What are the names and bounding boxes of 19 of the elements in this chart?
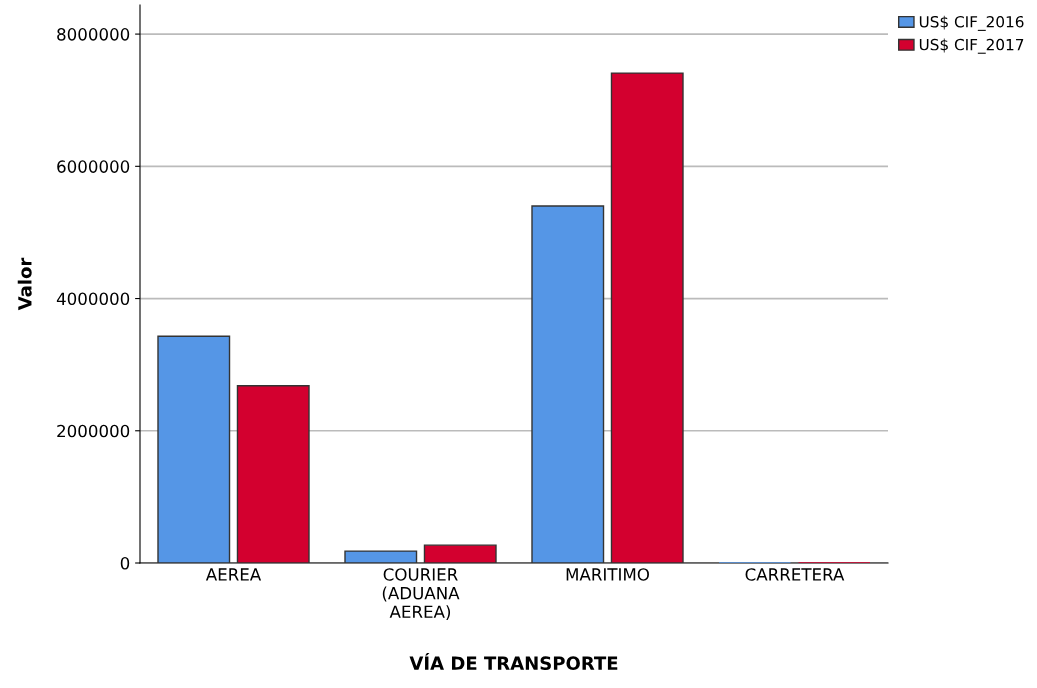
x-tick-label: MARITIMO [566,568,649,581]
x-tick-label: COURIER (ADUANA AEREA) [382,568,460,621]
bar [344,550,418,563]
x-tick-label: CARRETERA [745,568,845,581]
y-tick-label: 2000000 [57,424,130,438]
bar [157,335,231,563]
bar [423,544,497,563]
y-axis-title: Valor [17,257,32,311]
x-tick-label: AEREA [205,568,262,581]
y-tick-label: 8000000 [57,28,130,41]
bar [236,385,310,563]
y-tick-label: 6000000 [57,160,130,173]
y-tick-label: 0 [120,556,130,570]
bar [610,72,684,563]
y-tick-label: 4000000 [56,292,130,306]
legend-label: US$ CIF_2016 [919,15,1024,31]
bar [531,205,605,563]
legend-label: US$ CIF_2017 [919,38,1024,54]
x-axis-title: VÍA DE TRANSPORTE [409,653,618,671]
